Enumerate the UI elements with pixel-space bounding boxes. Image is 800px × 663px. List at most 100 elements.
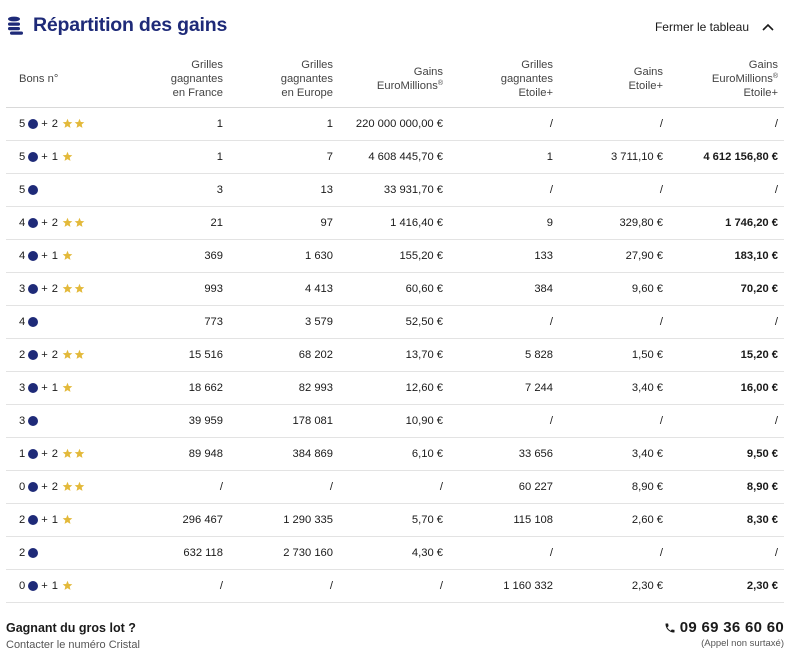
- cell-grilles-france: 18 662: [103, 371, 229, 405]
- cell-grilles-europe: 3 579: [229, 305, 339, 339]
- star-icon: [74, 283, 85, 294]
- cell-gains-euromillions: 60,60 €: [339, 272, 449, 306]
- cell-grilles-etoile: /: [449, 107, 559, 141]
- ball-icon: [28, 415, 39, 426]
- cell-gains-euromillions: /: [339, 569, 449, 603]
- cell-grilles-france: 21: [103, 206, 229, 240]
- cell-combination: 5: [6, 173, 103, 207]
- plus-sign: +: [41, 348, 48, 361]
- header-gains-euromillions: Gains EuroMillions®: [339, 52, 449, 108]
- cell-gains-euromillions: 220 000 000,00 €: [339, 107, 449, 141]
- cell-grilles-etoile: 133: [449, 239, 559, 273]
- cell-grilles-etoile: 1 160 332: [449, 569, 559, 603]
- cell-combination: 4 +2: [6, 206, 103, 240]
- ball-count: 5: [19, 117, 26, 130]
- star-count: 1: [51, 381, 59, 394]
- cell-gains-total: 183,10 €: [669, 239, 784, 273]
- combination: 2 +2: [19, 348, 97, 362]
- star-icon: [62, 481, 73, 492]
- jackpot-contact-text: Contacter le numéro Cristal: [6, 639, 140, 651]
- cell-gains-etoile: 1,50 €: [559, 338, 669, 372]
- cell-combination: 2 +2: [6, 338, 103, 372]
- star-icon: [62, 382, 73, 393]
- cell-grilles-europe: 1 630: [229, 239, 339, 273]
- ball-count: 3: [19, 282, 26, 295]
- chevron-up-icon: [762, 23, 774, 31]
- phone-number: 09 69 36 60 60: [679, 619, 784, 636]
- ball-count: 3: [19, 414, 26, 427]
- table-row: 3 +1 18 662 82 993 12,60 €7 244 3,40 €16,00 €: [6, 371, 784, 405]
- plus-sign: +: [41, 579, 48, 592]
- star-icon: [62, 448, 73, 459]
- star-count: 2: [51, 480, 59, 493]
- ball-count: 0: [19, 480, 26, 493]
- combination: 1 +2: [19, 447, 97, 461]
- combination: 3 +2: [19, 282, 97, 296]
- cell-grilles-etoile: 60 227: [449, 470, 559, 504]
- cell-gains-etoile: 3,40 €: [559, 371, 669, 405]
- table-header-row: Bons n° Grilles gagnantes en France Grilles g…: [6, 52, 784, 108]
- cell-grilles-europe: 1 290 335: [229, 503, 339, 537]
- header-line: Etoile+: [518, 87, 553, 100]
- ball-icon: [28, 151, 39, 162]
- jackpot-question: Gagnant du gros lot ?: [6, 621, 136, 635]
- header-gains-etoile: Gains Etoile+: [559, 52, 669, 108]
- cell-gains-etoile: 3 711,10 €: [559, 140, 669, 174]
- cell-grilles-etoile: 33 656: [449, 437, 559, 471]
- header-line: Grilles: [521, 59, 553, 72]
- phone-icon: [665, 623, 675, 632]
- cell-gains-euromillions: 33 931,70 €: [339, 173, 449, 207]
- close-table-toggle[interactable]: Fermer le tableau: [655, 20, 774, 34]
- combination: 5 +2: [19, 117, 97, 131]
- cell-gains-euromillions: /: [339, 470, 449, 504]
- cell-grilles-europe: 68 202: [229, 338, 339, 372]
- cell-grilles-etoile: 7 244: [449, 371, 559, 405]
- cell-combination: 0 +1: [6, 569, 103, 603]
- table-row: 3 +2 993 4 413 60,60 €384 9,60 €70,20 €: [6, 272, 784, 306]
- ball-count: 3: [19, 381, 26, 394]
- ball-icon: [28, 283, 39, 294]
- table-row: 5 3 13 33 931,70 € / / /: [6, 173, 784, 207]
- cell-combination: 2 +1: [6, 503, 103, 537]
- cell-grilles-etoile: 9: [449, 206, 559, 240]
- combination: 2 +1: [19, 513, 97, 527]
- header-bons: Bons n°: [6, 52, 103, 108]
- table-row: 1 +2 89 948 384 869 6,10 €33 656 3,40 €9,50 €: [6, 437, 784, 471]
- ball-count: 2: [19, 546, 26, 559]
- star-count: 2: [51, 282, 59, 295]
- cell-grilles-europe: 97: [229, 206, 339, 240]
- cell-gains-euromillions: 4,30 €: [339, 536, 449, 570]
- ball-icon: [28, 382, 39, 393]
- header-line: Gains: [633, 66, 663, 79]
- header-grilles-france: Grilles gagnantes en France: [103, 52, 229, 108]
- cell-grilles-europe: 13: [229, 173, 339, 207]
- star-icon: [62, 217, 73, 228]
- cell-grilles-europe: 1: [229, 107, 339, 141]
- header-line: Grilles: [301, 59, 333, 72]
- plus-sign: +: [41, 216, 48, 229]
- header-line: Bons n°: [19, 73, 59, 86]
- ball-icon: [28, 580, 39, 591]
- table-row: 0 +2///60 227 8,90 €8,90 €: [6, 470, 784, 504]
- cell-gains-euromillions: 155,20 €: [339, 239, 449, 273]
- header-line: Gains: [413, 66, 443, 79]
- cell-gains-total: 16,00 €: [669, 371, 784, 405]
- cell-grilles-europe: 7: [229, 140, 339, 174]
- star-count: 2: [51, 216, 59, 229]
- cell-gains-total: /: [669, 173, 784, 207]
- cell-gains-etoile: 27,90 €: [559, 239, 669, 273]
- phone-link[interactable]: 09 69 36 60 60: [664, 619, 784, 636]
- header-gains-total: Gains EuroMillions® Etoile+: [669, 52, 784, 108]
- cell-combination: 4: [6, 305, 103, 339]
- table-row: 2 632 118 2 730 160 4,30 € / / /: [6, 536, 784, 570]
- ball-icon: [28, 316, 39, 327]
- cell-gains-total: /: [669, 536, 784, 570]
- combination: 3 +1: [19, 381, 97, 395]
- header-line: en Europe: [281, 87, 333, 100]
- close-table-label: Fermer le tableau: [654, 20, 749, 34]
- plus-sign: +: [41, 150, 48, 163]
- star-count: 1: [51, 513, 59, 526]
- cell-combination: 5 +1: [6, 140, 103, 174]
- ball-count: 5: [19, 150, 26, 163]
- cell-grilles-europe: 82 993: [229, 371, 339, 405]
